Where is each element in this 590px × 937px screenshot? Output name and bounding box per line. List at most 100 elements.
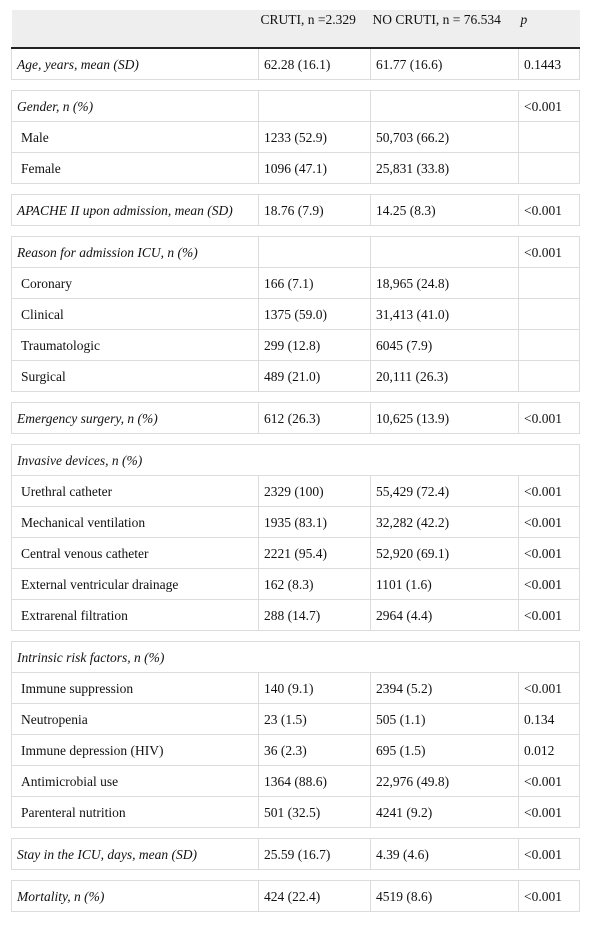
value-cell: 299 (12.8) (258, 329, 371, 361)
value-cell: 2329 (100) (258, 475, 371, 507)
value-cell: 23 (1.5) (258, 703, 371, 735)
value-cell: 2394 (5.2) (370, 672, 519, 704)
row-label: Mechanical ventilation (11, 506, 259, 538)
table-row: APACHE II upon admission, mean (SD) 18.76… (11, 194, 580, 226)
value-cell: 52,920 (69.1) (370, 537, 519, 569)
value-cell: 1935 (83.1) (258, 506, 371, 538)
table-row: Neutropenia 23 (1.5) 505 (1.1) 0.134 (11, 703, 580, 735)
value-cell: 32,282 (42.2) (370, 506, 519, 538)
spacer-cell (370, 433, 519, 445)
value-cell: 288 (14.7) (258, 599, 371, 631)
header-row: CRUTI, n =2.329 NO CRUTI, n = 76.534 p (11, 10, 580, 49)
table-row: Traumatologic 299 (12.8) 6045 (7.9) (11, 329, 580, 361)
value-cell: 2964 (4.4) (370, 599, 519, 631)
value-cell: 62.28 (16.1) (258, 47, 371, 80)
row-label: Stay in the ICU, days, mean (SD) (11, 838, 259, 870)
spacer-cell (258, 225, 371, 237)
value-cell: 501 (32.5) (258, 796, 371, 828)
table-row: Surgical 489 (21.0) 20,111 (26.3) (11, 360, 580, 392)
spacer-cell (258, 433, 371, 445)
row-label: Emergency surgery, n (%) (11, 402, 259, 434)
value-cell: 50,703 (66.2) (370, 121, 519, 153)
value-cell: 20,111 (26.3) (370, 360, 519, 392)
spacer-cell (370, 869, 519, 881)
value-cell: 0.1443 (518, 47, 580, 80)
row-label: Extrarenal filtration (11, 599, 259, 631)
table-row: Invasive devices, n (%) (11, 444, 580, 476)
value-cell (258, 90, 371, 122)
row-label: Clinical (11, 298, 259, 330)
value-cell: 140 (9.1) (258, 672, 371, 704)
table-header: CRUTI, n =2.329 NO CRUTI, n = 76.534 p (11, 10, 580, 49)
value-cell (258, 236, 371, 268)
value-cell: 505 (1.1) (370, 703, 519, 735)
row-label: External ventricular drainage (11, 568, 259, 600)
row-label: Invasive devices, n (%) (11, 444, 580, 476)
table-row: Intrinsic risk factors, n (%) (11, 641, 580, 673)
value-cell: <0.001 (518, 880, 580, 912)
table-row: Mechanical ventilation 1935 (83.1) 32,282 … (11, 506, 580, 538)
value-cell: 25,831 (33.8) (370, 152, 519, 184)
row-label: Antimicrobial use (11, 765, 259, 797)
value-cell (518, 121, 580, 153)
data-table: CRUTI, n =2.329 NO CRUTI, n = 76.534 p A… (11, 10, 580, 912)
row-label: Intrinsic risk factors, n (%) (11, 641, 580, 673)
value-cell: 25.59 (16.7) (258, 838, 371, 870)
value-cell: <0.001 (518, 402, 580, 434)
value-cell: <0.001 (518, 599, 580, 631)
row-label: Parenteral nutrition (11, 796, 259, 828)
value-cell: 2221 (95.4) (258, 537, 371, 569)
spacer-cell (258, 630, 371, 642)
value-cell (518, 267, 580, 299)
row-label: Urethral catheter (11, 475, 259, 507)
spacer-cell (11, 79, 259, 91)
spacer-cell (370, 183, 519, 195)
header-cell: NO CRUTI, n = 76.534 (370, 10, 519, 49)
value-cell: 6045 (7.9) (370, 329, 519, 361)
value-cell: <0.001 (518, 475, 580, 507)
spacer-cell (518, 869, 580, 881)
table-row: Reason for admission ICU, n (%) <0.001 (11, 236, 580, 268)
header-cell: p (518, 10, 580, 49)
value-cell (518, 329, 580, 361)
value-cell: 55,429 (72.4) (370, 475, 519, 507)
value-cell: <0.001 (518, 568, 580, 600)
table-row: Immune suppression 140 (9.1) 2394 (5.2) <0.… (11, 672, 580, 704)
header-cell (11, 10, 259, 49)
value-cell: <0.001 (518, 838, 580, 870)
value-cell: 36 (2.3) (258, 734, 371, 766)
value-cell: 1364 (88.6) (258, 765, 371, 797)
spacer-cell (518, 630, 580, 642)
spacer-row (11, 391, 580, 403)
table-row: Stay in the ICU, days, mean (SD) 25.59 (1… (11, 838, 580, 870)
spacer-cell (11, 869, 259, 881)
spacer-cell (11, 433, 259, 445)
row-label: Reason for admission ICU, n (%) (11, 236, 259, 268)
spacer-cell (11, 225, 259, 237)
spacer-cell (258, 183, 371, 195)
spacer-cell (11, 391, 259, 403)
value-cell (518, 152, 580, 184)
value-cell: 695 (1.5) (370, 734, 519, 766)
value-cell: 1101 (1.6) (370, 568, 519, 600)
spacer-cell (258, 79, 371, 91)
spacer-row (11, 79, 580, 91)
table-row: Emergency surgery, n (%) 612 (26.3) 10,625… (11, 402, 580, 434)
value-cell: 166 (7.1) (258, 267, 371, 299)
spacer-cell (518, 183, 580, 195)
spacer-cell (518, 225, 580, 237)
spacer-cell (518, 79, 580, 91)
row-label: Surgical (11, 360, 259, 392)
spacer-cell (518, 433, 580, 445)
spacer-cell (370, 391, 519, 403)
spacer-cell (11, 630, 259, 642)
value-cell: <0.001 (518, 90, 580, 122)
table-row: Coronary 166 (7.1) 18,965 (24.8) (11, 267, 580, 299)
value-cell: 4241 (9.2) (370, 796, 519, 828)
table-row: Male 1233 (52.9) 50,703 (66.2) (11, 121, 580, 153)
table-row: Female 1096 (47.1) 25,831 (33.8) (11, 152, 580, 184)
spacer-row (11, 225, 580, 237)
value-cell: 0.134 (518, 703, 580, 735)
row-label: Immune suppression (11, 672, 259, 704)
